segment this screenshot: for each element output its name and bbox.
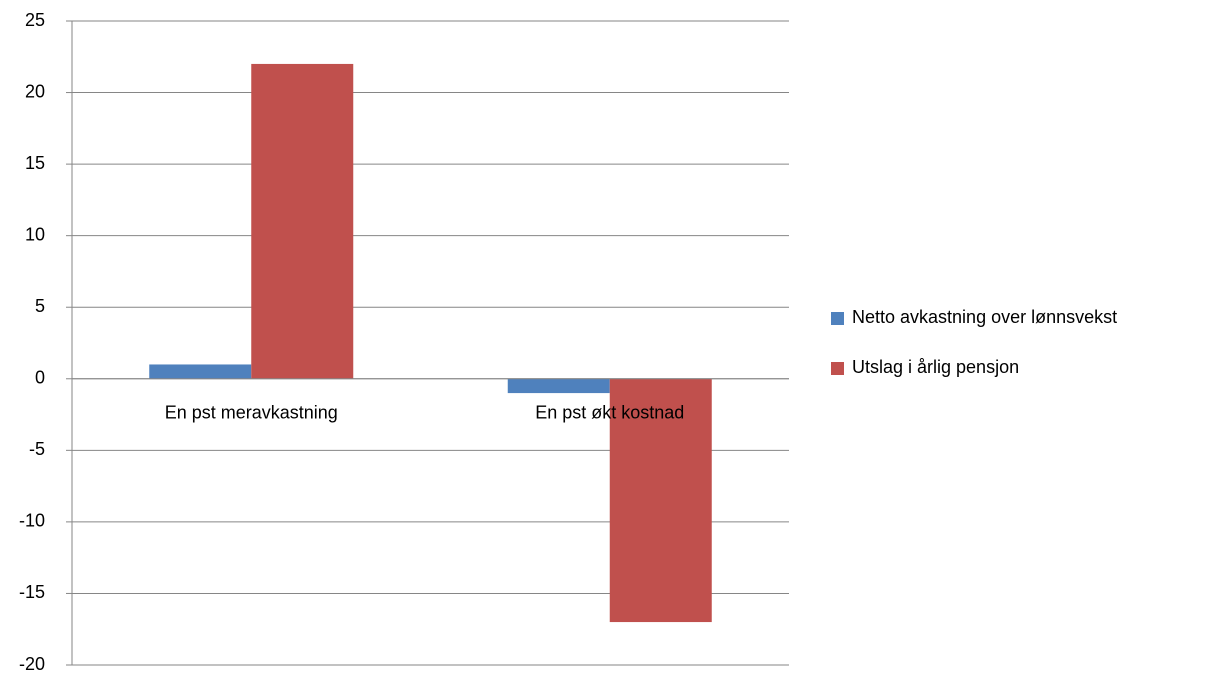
y-tick-label: -10 bbox=[19, 511, 45, 531]
y-tick-label: 5 bbox=[35, 296, 45, 316]
y-tick-label: -5 bbox=[29, 439, 45, 459]
bar bbox=[251, 63, 354, 379]
x-tick-label: En pst meravkastning bbox=[165, 403, 338, 423]
y-tick-label: -20 bbox=[19, 654, 45, 673]
bar bbox=[507, 378, 610, 394]
legend-swatch bbox=[831, 362, 844, 375]
y-tick-label: 15 bbox=[25, 153, 45, 173]
legend-label: Utslag i årlig pensjon bbox=[852, 357, 1019, 377]
y-tick-label: -15 bbox=[19, 582, 45, 602]
y-tick-label: 25 bbox=[25, 10, 45, 30]
y-tick-label: 0 bbox=[35, 368, 45, 388]
x-tick-label: En pst økt kostnad bbox=[535, 403, 684, 423]
y-tick-label: 20 bbox=[25, 81, 45, 101]
bar bbox=[609, 378, 712, 623]
legend-swatch bbox=[831, 312, 844, 325]
bar bbox=[149, 364, 252, 379]
legend-label: Netto avkastning over lønnsvekst bbox=[852, 307, 1117, 327]
y-tick-label: 10 bbox=[25, 224, 45, 244]
